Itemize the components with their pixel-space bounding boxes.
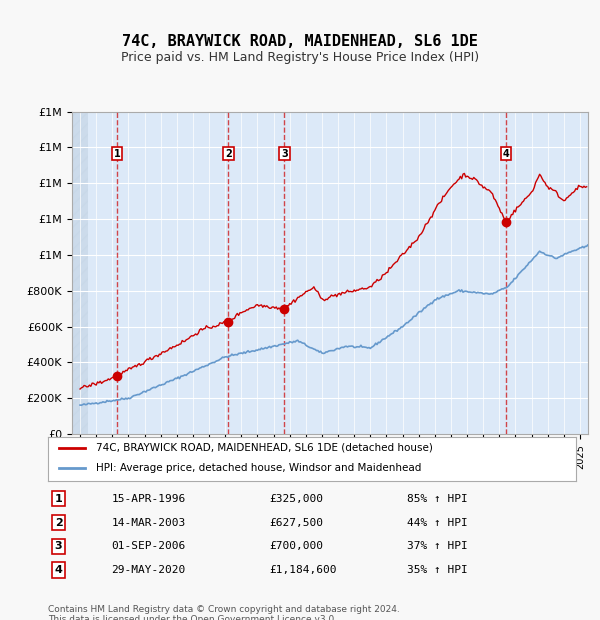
Text: £627,500: £627,500 [270,518,324,528]
Text: HPI: Average price, detached house, Windsor and Maidenhead: HPI: Average price, detached house, Wind… [95,463,421,473]
Text: 74C, BRAYWICK ROAD, MAIDENHEAD, SL6 1DE: 74C, BRAYWICK ROAD, MAIDENHEAD, SL6 1DE [122,34,478,49]
Text: 4: 4 [55,565,62,575]
Text: 2: 2 [225,149,232,159]
Text: 2: 2 [55,518,62,528]
Text: 44% ↑ HPI: 44% ↑ HPI [407,518,468,528]
Text: 3: 3 [55,541,62,551]
Text: 1: 1 [113,149,121,159]
Text: 1: 1 [55,494,62,503]
Text: 3: 3 [281,149,288,159]
Text: 85% ↑ HPI: 85% ↑ HPI [407,494,468,503]
Text: 14-MAR-2003: 14-MAR-2003 [112,518,185,528]
Text: Contains HM Land Registry data © Crown copyright and database right 2024.
This d: Contains HM Land Registry data © Crown c… [48,604,400,620]
Text: £1,184,600: £1,184,600 [270,565,337,575]
Text: 37% ↑ HPI: 37% ↑ HPI [407,541,468,551]
Text: 01-SEP-2006: 01-SEP-2006 [112,541,185,551]
Text: Price paid vs. HM Land Registry's House Price Index (HPI): Price paid vs. HM Land Registry's House … [121,51,479,64]
Text: 15-APR-1996: 15-APR-1996 [112,494,185,503]
Text: 29-MAY-2020: 29-MAY-2020 [112,565,185,575]
Text: £700,000: £700,000 [270,541,324,551]
Text: 35% ↑ HPI: 35% ↑ HPI [407,565,468,575]
Text: £325,000: £325,000 [270,494,324,503]
Text: 4: 4 [503,149,509,159]
Bar [72,112,88,434]
Text: 74C, BRAYWICK ROAD, MAIDENHEAD, SL6 1DE (detached house): 74C, BRAYWICK ROAD, MAIDENHEAD, SL6 1DE … [95,443,433,453]
